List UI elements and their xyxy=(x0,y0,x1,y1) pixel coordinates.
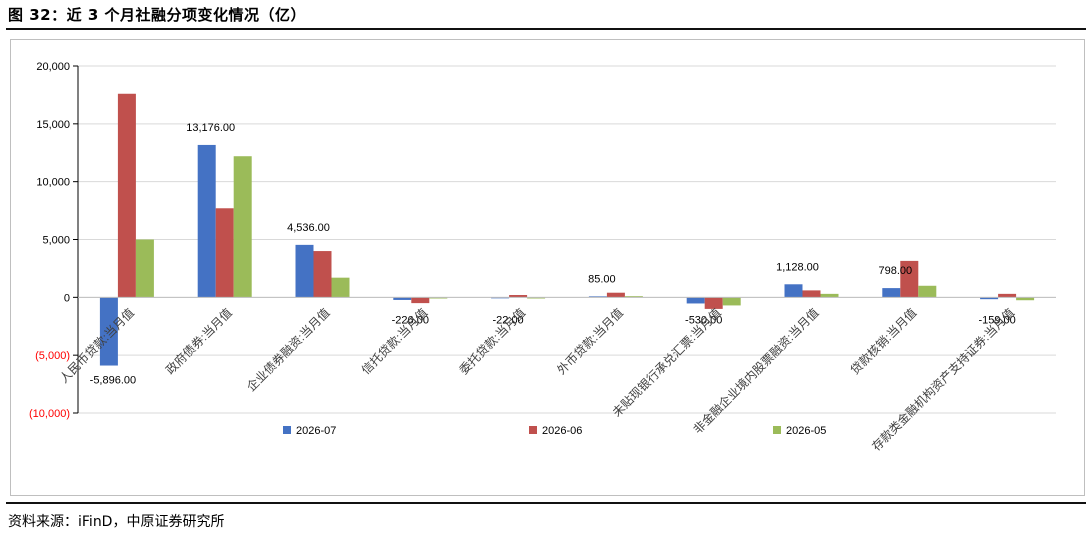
category-label-1: 政府债券:当月值 xyxy=(162,305,234,377)
bar-2026-05-2 xyxy=(331,277,350,298)
bar-2026-06-2 xyxy=(313,251,332,298)
bar-2026-06-4 xyxy=(509,295,528,298)
y-tick-label: (10,000) xyxy=(29,408,70,420)
data-label-3: -226.00 xyxy=(392,314,429,326)
bar-2026-06-9 xyxy=(998,293,1017,298)
source-note: 资料来源：iFinD，中原证券研究所 xyxy=(8,514,225,530)
legend-label-2026-07: 2026-07 xyxy=(296,425,336,437)
y-tick-label: 15,000 xyxy=(36,119,70,131)
bar-2026-05-9 xyxy=(1016,297,1035,301)
bar-2026-07-3 xyxy=(393,297,412,300)
data-label-7: 1,128.00 xyxy=(776,261,819,273)
figure-title: 图 32：近 3 个月社融分项变化情况（亿） xyxy=(8,6,306,24)
bar-2026-05-5 xyxy=(624,296,643,298)
bar-2026-05-6 xyxy=(722,297,741,306)
bar-2026-05-3 xyxy=(429,297,448,299)
y-tick-label: (5,000) xyxy=(35,350,70,362)
bar-2026-06-5 xyxy=(606,292,625,298)
bar-2026-06-0 xyxy=(117,93,136,298)
bar-2026-07-2 xyxy=(295,244,314,298)
bar-2026-06-6 xyxy=(704,297,723,309)
bar-2026-05-1 xyxy=(233,156,252,298)
bar-2026-06-7 xyxy=(802,290,821,298)
legend-label-2026-05: 2026-05 xyxy=(786,425,826,437)
data-label-9: -159.00 xyxy=(978,314,1015,326)
bar-2026-06-3 xyxy=(411,297,430,304)
legend-swatch-2026-05 xyxy=(773,426,781,434)
data-label-6: -530.00 xyxy=(685,314,722,326)
y-tick-label: 10,000 xyxy=(36,177,70,189)
y-tick-label: 20,000 xyxy=(36,61,70,73)
bar-2026-07-9 xyxy=(980,297,999,300)
data-label-0: -5,896.00 xyxy=(90,375,136,387)
data-label-1: 13,176.00 xyxy=(186,122,235,134)
bar-2026-05-8 xyxy=(918,285,937,298)
bar-2026-05-7 xyxy=(820,293,839,298)
title-divider xyxy=(6,28,1086,30)
category-label-5: 外币贷款:当月值 xyxy=(554,305,626,377)
source-divider xyxy=(6,502,1086,504)
data-label-5: 85.00 xyxy=(588,273,616,285)
bar-2026-07-6 xyxy=(686,297,705,304)
bar-2026-07-0 xyxy=(99,297,118,366)
bar-chart: 20,000 15,000 10,000 5,000 0 (5,000) (10,000) -… xyxy=(29,61,1056,454)
y-tick-label: 5,000 xyxy=(42,235,70,247)
legend-label-2026-06: 2026-06 xyxy=(542,425,582,437)
data-label-2: 4,536.00 xyxy=(287,222,330,234)
bar-2026-05-4 xyxy=(527,297,546,299)
bar-2026-07-7 xyxy=(784,284,803,298)
category-label-6: 未贴现银行承兑汇票:当月值 xyxy=(609,305,724,420)
legend-swatch-2026-06 xyxy=(529,426,537,434)
legend-swatch-2026-07 xyxy=(283,426,291,434)
category-label-2: 企业债券融资:当月值 xyxy=(243,305,332,394)
chart-frame: 20,000 15,000 10,000 5,000 0 (5,000) (10,000) -… xyxy=(10,39,1085,496)
data-label-4: -22.00 xyxy=(492,314,523,326)
bar-2026-07-8 xyxy=(882,288,901,298)
bar-2026-07-1 xyxy=(197,144,216,298)
bar-2026-06-8 xyxy=(900,260,919,298)
category-label-8: 贷款核销:当月值 xyxy=(847,305,919,377)
data-label-8: 798.00 xyxy=(878,265,912,277)
bar-2026-06-1 xyxy=(215,208,234,298)
bar-2026-05-0 xyxy=(135,239,154,298)
y-tick-label: 0 xyxy=(64,292,70,304)
